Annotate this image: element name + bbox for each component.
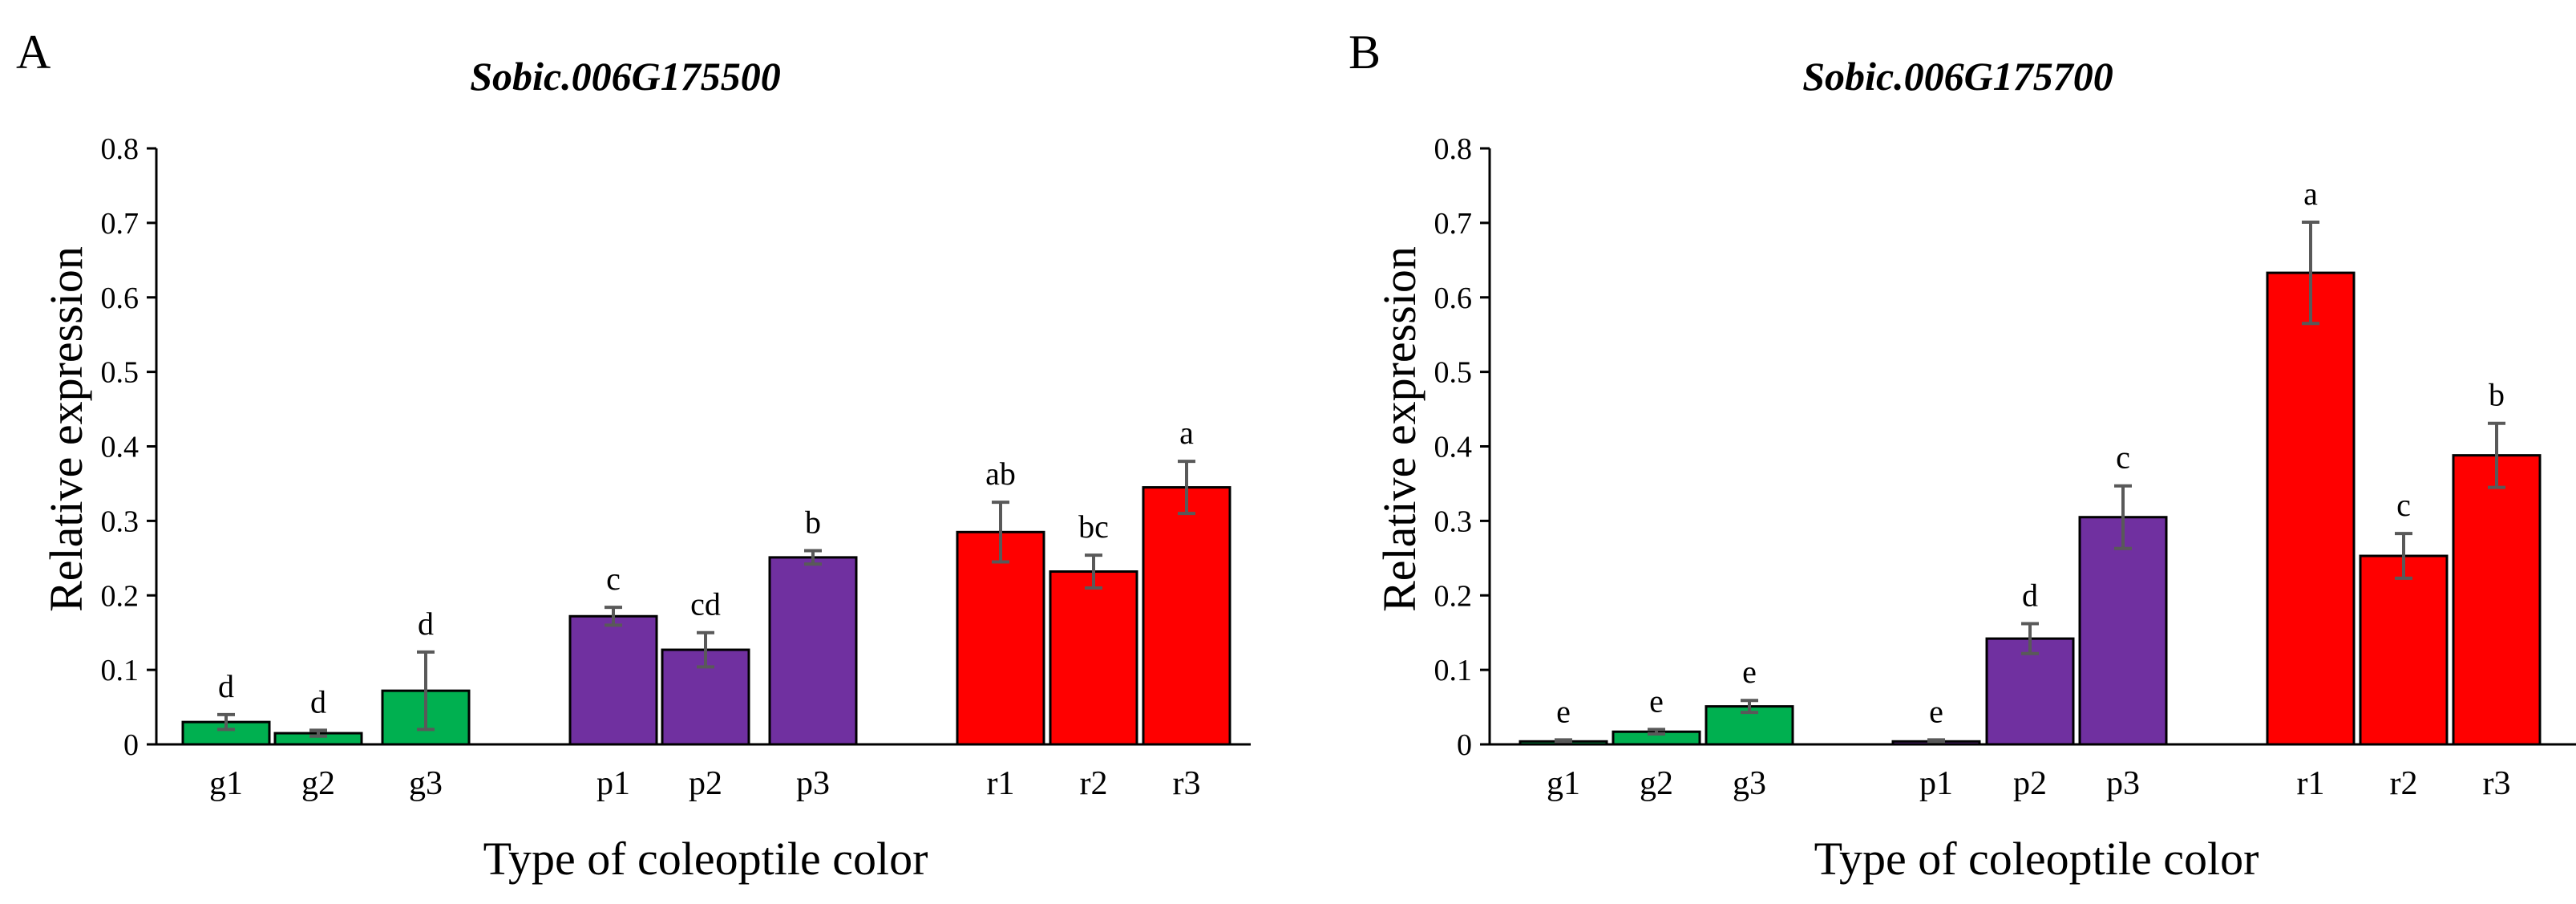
panel-b-y-tick-label: 0.1 [1434, 654, 1473, 687]
panel-b-x-tick-label-p3: p3 [2106, 765, 2140, 802]
panel-a-significance-letter-r3: a [1179, 415, 1194, 451]
panel-a-significance-letter-g1: d [218, 668, 234, 704]
panel-letter-a: A [16, 26, 51, 79]
panel-b: B Sobic.006G175700 Relative expression T… [1349, 26, 2576, 885]
panel-a-y-tick-label: 0 [123, 728, 139, 762]
panel-b-x-tick-label-r3: r3 [2483, 765, 2511, 802]
panel-b-x-tick-label-p2: p2 [2013, 765, 2047, 802]
panel-a-y-tick-label: 0.7 [101, 207, 140, 241]
panel-a-bar-p1 [568, 614, 658, 746]
panel-b-bar-r3 [2452, 454, 2542, 746]
panel-a-y-tick-label: 0.2 [101, 579, 140, 613]
panel-a-y-tick-label: 0.8 [101, 132, 140, 166]
panel-a-significance-letter-p2: cd [690, 586, 721, 622]
panel-b-significance-letter-r3: b [2489, 377, 2505, 413]
panel-b-x-tick-label-g2: g2 [1640, 765, 1673, 802]
panel-letter-b: B [1349, 26, 1381, 79]
panel-b-plot-area: 0 0.1 0.2 0.3 0.4 0.5 0.6 0.7 0.8 e g1 e g2 e g3 e p1 d p2… [1434, 132, 2576, 802]
panel-b-x-tick-label-g3: g3 [1733, 765, 1766, 802]
panel-b-significance-letter-r1: a [2303, 176, 2318, 212]
panel-a-significance-letter-g3: d [418, 606, 434, 642]
panel-a-x-tick-label-g2: g2 [301, 765, 335, 802]
panel-b-significance-letter-p1: e [1929, 693, 1943, 729]
panel-b-significance-letter-g3: e [1742, 654, 1757, 690]
panel-b-significance-letter-p2: d [2022, 578, 2038, 614]
panel-a-significance-letter-r2: bc [1078, 509, 1109, 545]
panel-b-significance-letter-g1: e [1556, 693, 1571, 729]
panel-b-bar-r1 [2266, 271, 2356, 746]
panel-b-y-axis-label: Relative expression [1373, 246, 1425, 612]
panel-b-significance-letter-p3: c [2116, 440, 2130, 476]
panel-b-significance-letter-g2: e [1649, 683, 1664, 719]
panel-a-y-tick-label: 0.1 [101, 654, 140, 687]
panel-a-x-tick-label-p2: p2 [689, 765, 722, 802]
panel-b-x-tick-label-g1: g1 [1547, 765, 1580, 802]
panel-a-significance-letter-r1: ab [985, 456, 1016, 492]
panel-b-bar-p2 [1985, 637, 2075, 746]
panel-a-x-axis-label: Type of coleoptile color [483, 833, 928, 885]
panel-a: A Sobic.006G175500 Relative expression T… [16, 26, 1251, 885]
panel-b-bar-r2 [2359, 554, 2449, 746]
panel-b-x-tick-label-r2: r2 [2390, 765, 2418, 802]
panel-b-y-tick-label: 0.8 [1434, 132, 1473, 166]
panel-a-bar-r1 [956, 530, 1045, 746]
panel-a-significance-letter-p1: c [606, 561, 621, 597]
panel-a-bar-p3 [768, 556, 858, 746]
panel-b-bar-g3 [1705, 705, 1794, 746]
panel-a-y-tick-label: 0.4 [101, 431, 140, 464]
panel-a-y-axis-label: Relative expression [40, 246, 92, 612]
panel-a-y-tick-label: 0.6 [101, 282, 140, 315]
panel-a-x-tick-label-g3: g3 [409, 765, 443, 802]
panel-a-x-tick-label-r3: r3 [1173, 765, 1201, 802]
panel-b-y-tick-label: 0.2 [1434, 579, 1473, 613]
panel-b-y-tick-label: 0.6 [1434, 282, 1473, 315]
panel-a-x-tick-label-r1: r1 [987, 765, 1015, 802]
panel-a-x-tick-label-g1: g1 [209, 765, 243, 802]
panel-b-x-tick-label-p1: p1 [1919, 765, 1953, 802]
panel-b-y-tick-label: 0.7 [1434, 207, 1473, 241]
panel-a-plot-area: 0 0.1 0.2 0.3 0.4 0.5 0.6 0.7 0.8 d g1 d g2 d g3 c p1 cd p… [101, 132, 1251, 802]
panel-a-bar-r3 [1142, 486, 1231, 746]
panel-b-significance-letter-r2: c [2396, 487, 2411, 523]
panel-b-y-tick-label: 0 [1457, 728, 1472, 762]
panel-b-y-tick-label: 0.5 [1434, 356, 1473, 390]
panel-b-x-tick-label-r1: r1 [2297, 765, 2325, 802]
panel-a-x-tick-label-r2: r2 [1080, 765, 1108, 802]
panel-b-y-tick-label: 0.4 [1434, 431, 1473, 464]
panel-a-title: Sobic.006G175500 [470, 54, 781, 99]
panel-a-x-tick-label-p1: p1 [596, 765, 630, 802]
panel-b-y-tick-label: 0.3 [1434, 505, 1473, 538]
panel-a-significance-letter-p3: b [805, 505, 821, 541]
panel-a-y-tick-label: 0.3 [101, 505, 140, 538]
panel-a-significance-letter-g2: d [310, 683, 326, 720]
panel-a-y-tick-label: 0.5 [101, 356, 140, 390]
panel-a-bar-r2 [1049, 570, 1138, 746]
panel-b-x-axis-label: Type of coleoptile color [1814, 833, 2259, 885]
panel-b-bar-p3 [2078, 516, 2168, 746]
panel-b-title: Sobic.006G175700 [1802, 54, 2113, 99]
panel-a-x-tick-label-p3: p3 [796, 765, 830, 802]
